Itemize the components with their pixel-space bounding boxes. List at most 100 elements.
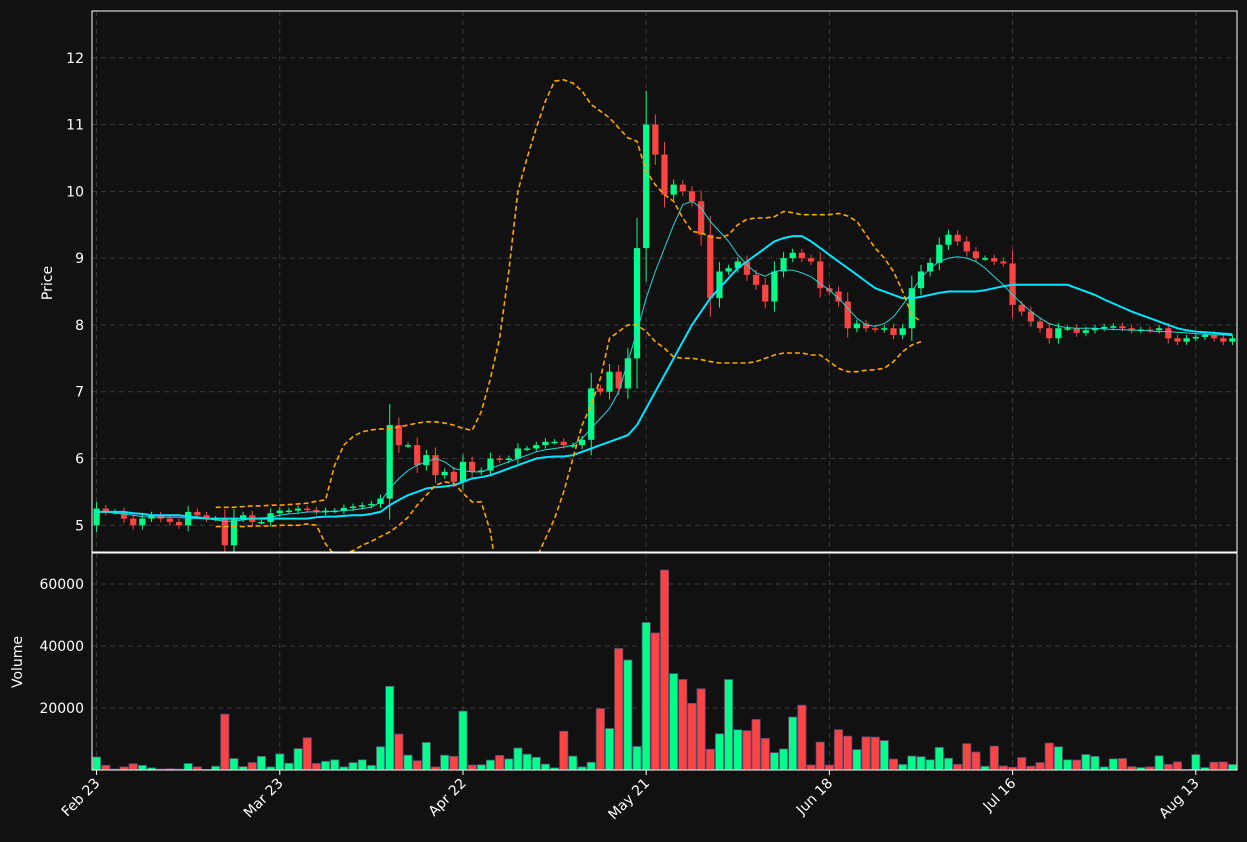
volume-bar	[1200, 767, 1210, 770]
overlay-lines	[96, 78, 1233, 552]
price-tick-label: 10	[66, 184, 84, 200]
candle-down	[395, 425, 402, 446]
volume-bar	[485, 759, 495, 770]
volume-bar	[440, 754, 450, 770]
volume-bar	[724, 679, 734, 770]
volume-bar	[769, 752, 779, 770]
volume-bar	[824, 764, 834, 770]
volume-bar	[137, 764, 147, 770]
candle-up	[542, 441, 549, 446]
candle-down	[844, 301, 851, 329]
volume-bar	[1090, 755, 1100, 770]
volume-bar	[1209, 761, 1219, 770]
candle-up	[285, 510, 293, 513]
candle-up	[551, 441, 558, 444]
candle-up	[1192, 336, 1199, 339]
candle-down	[450, 471, 457, 482]
candle-up	[936, 244, 943, 263]
candle-up	[322, 510, 329, 513]
candle-down	[1146, 329, 1154, 332]
price-panel-frame	[91, 10, 1238, 553]
volume-bar	[366, 764, 376, 770]
volume-bar	[971, 751, 981, 770]
volume-bar	[476, 764, 486, 770]
volume-bar	[229, 758, 239, 770]
candle-up	[917, 271, 925, 289]
volume-bar	[1136, 767, 1146, 770]
volume-bar	[522, 753, 532, 770]
volume-bar	[760, 737, 770, 770]
volume-bar	[925, 759, 935, 770]
x-tick-label: Jun 18	[793, 776, 836, 819]
volume-bar	[806, 764, 816, 770]
volume-bar	[1163, 764, 1173, 770]
volume-bar	[256, 755, 266, 770]
volume-bar	[1026, 765, 1036, 770]
candle-down	[661, 154, 668, 195]
volume-bar	[1191, 754, 1201, 770]
moving-average-line	[96, 200, 1233, 522]
candle-up	[139, 518, 146, 526]
candle-up	[1229, 338, 1236, 342]
volume-bar	[650, 632, 660, 770]
volume-axis-label: Volume	[10, 636, 26, 688]
volume-bar	[348, 762, 358, 770]
volume-bar	[586, 761, 596, 770]
volume-bar	[962, 743, 972, 770]
candle-down	[835, 291, 842, 302]
volume-bar	[870, 736, 880, 770]
candle-down	[1119, 326, 1126, 329]
candle-down	[752, 274, 760, 285]
candle-down	[496, 458, 503, 460]
volume-bar	[943, 757, 953, 770]
candle-down	[679, 184, 686, 192]
candle-down	[597, 388, 604, 392]
candle-up	[294, 508, 302, 511]
x-tick-label: Mar 23	[241, 776, 287, 822]
candle-down	[1000, 261, 1007, 264]
candle-up	[441, 471, 448, 476]
candle-down	[1046, 328, 1053, 339]
volume-bar	[605, 728, 615, 770]
volume-bar	[147, 767, 157, 770]
candle-down	[1036, 321, 1044, 329]
volume-bar	[247, 762, 257, 770]
candle-up	[1064, 328, 1071, 330]
candle-down	[130, 518, 137, 526]
candle-down	[1210, 334, 1218, 339]
candle-down	[688, 191, 696, 202]
candle-up	[386, 425, 393, 499]
volume-bar	[293, 748, 303, 770]
volume-bar	[1044, 742, 1054, 770]
volume-bar	[467, 764, 477, 770]
candle-down	[203, 515, 210, 519]
volume-bar	[641, 622, 651, 770]
x-tick-label: Apr 22	[426, 776, 470, 820]
candle-up	[927, 262, 934, 272]
candle-up	[340, 507, 348, 511]
volume-bar	[321, 760, 331, 770]
volume-bar	[779, 748, 789, 770]
candle-up	[771, 271, 778, 302]
candle-up	[588, 388, 595, 440]
candle-up	[368, 503, 375, 506]
volume-bar	[1108, 758, 1118, 770]
x-tick-label: Jul 16	[980, 775, 1020, 815]
volume-bar	[843, 735, 853, 770]
price-panel: 5 6 7 8 9 10 11 12	[66, 10, 1238, 553]
volume-bar	[403, 754, 413, 770]
volume-bar	[430, 766, 441, 770]
candle-down	[890, 328, 897, 335]
candle-up	[423, 455, 430, 466]
volume-bar	[1081, 754, 1091, 770]
candle-up	[349, 506, 357, 509]
volume-bar	[339, 766, 349, 770]
volume-bar	[504, 758, 514, 770]
x-axis: Feb 23 Mar 23 Apr 22 May 21 Jun 18 Jul 16 Aug …	[59, 770, 1203, 823]
candle-up	[734, 261, 741, 269]
volume-bar	[1008, 766, 1018, 770]
volume-bar	[898, 764, 908, 770]
candle-up	[93, 508, 100, 526]
candle-down	[469, 461, 476, 472]
volume-bar	[998, 765, 1008, 770]
